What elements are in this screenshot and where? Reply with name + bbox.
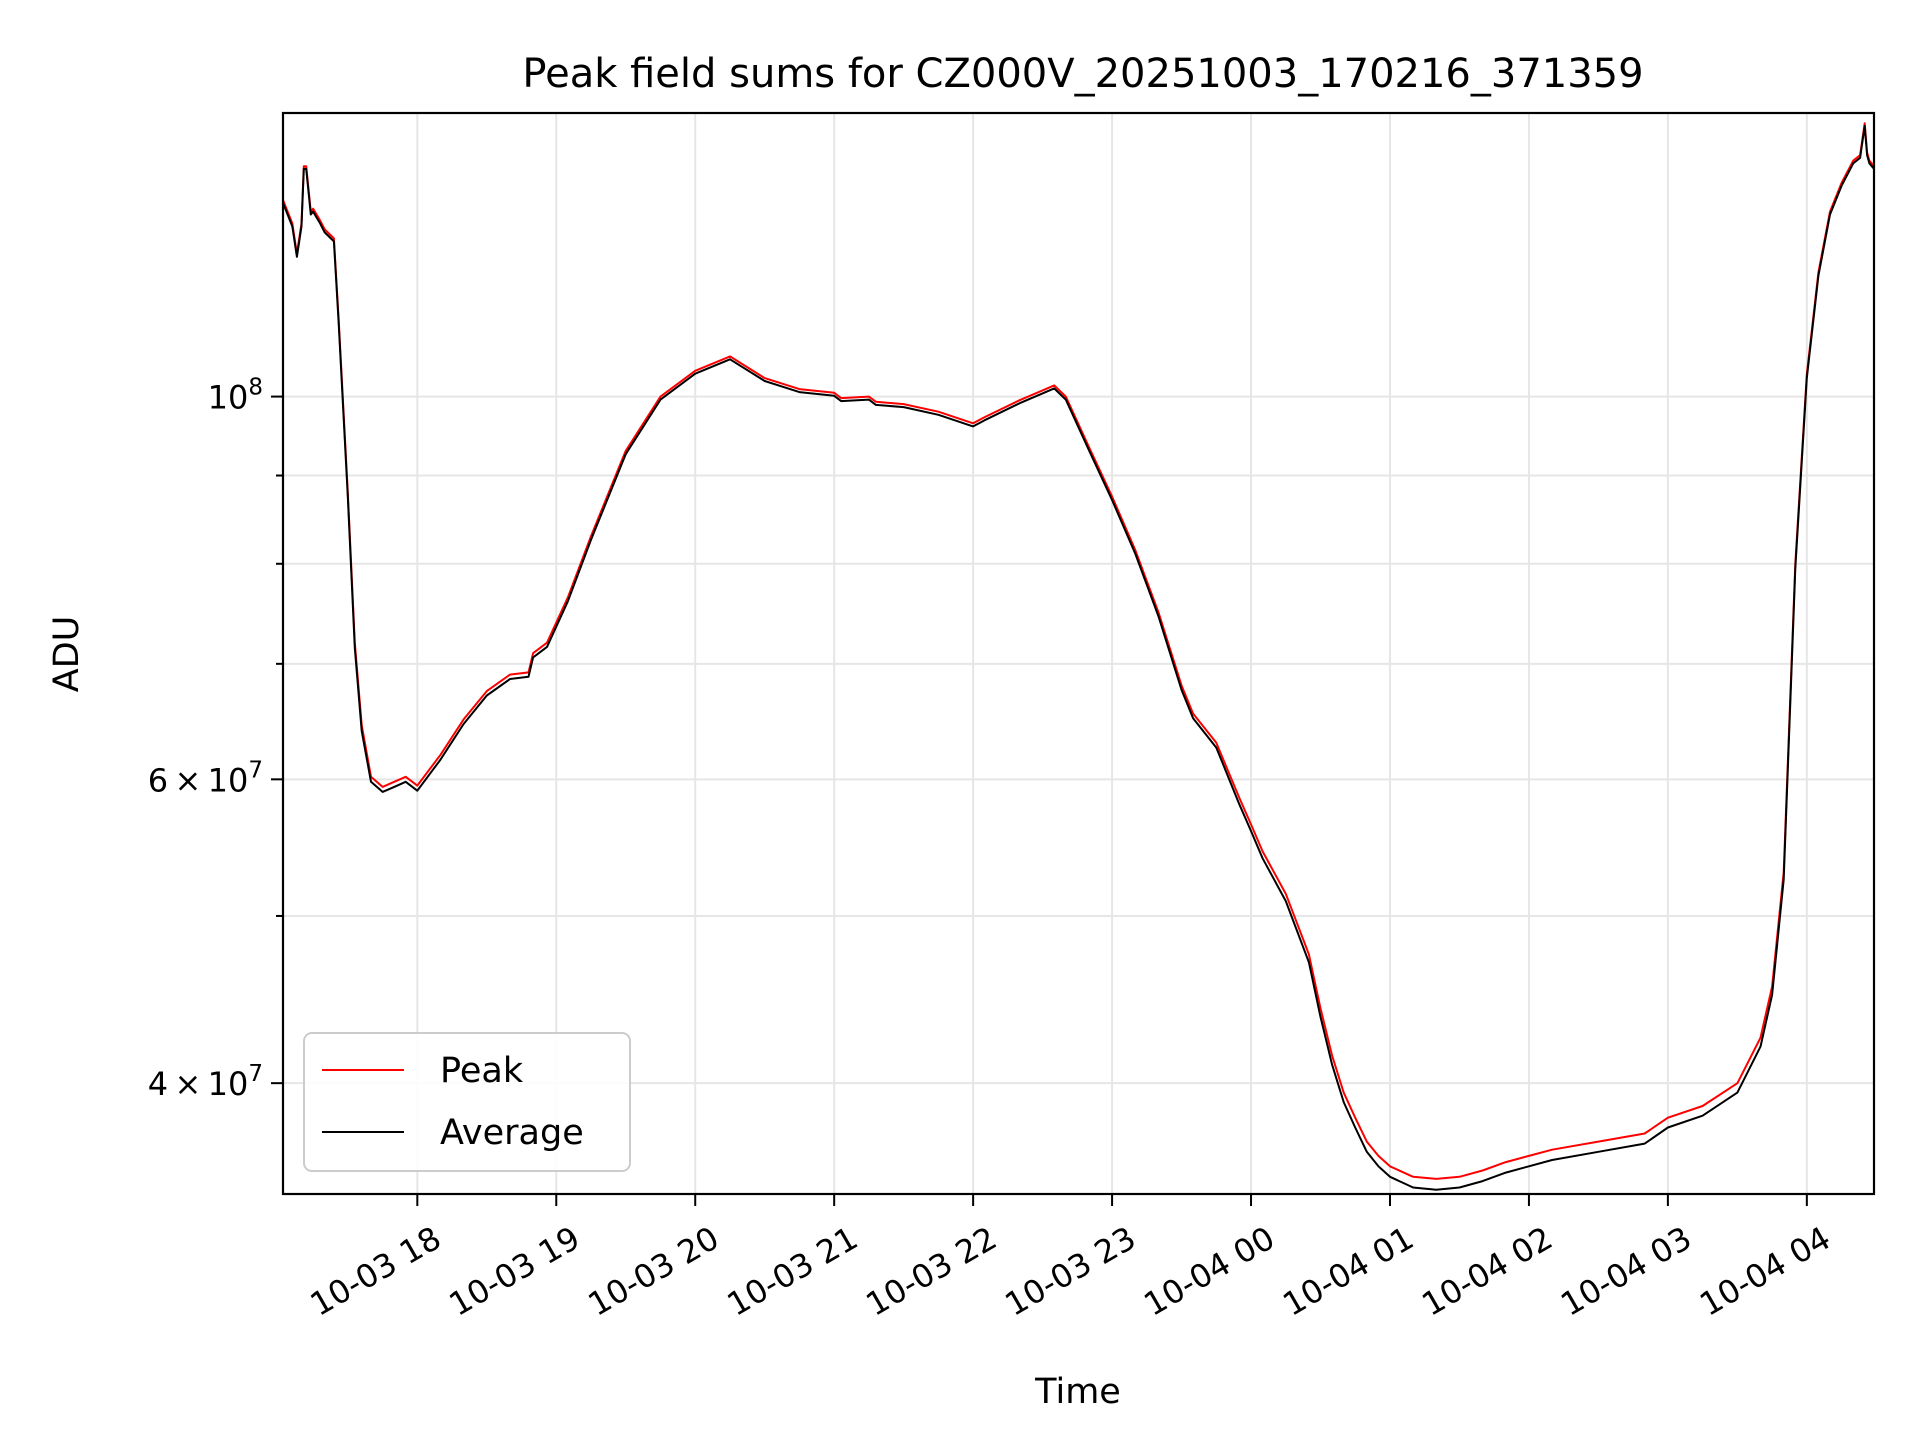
y-tick-labels: 4 × 107 6 × 107 108 — [148, 375, 263, 1104]
chart-title: Peak field sums for CZ000V_20251003_1702… — [522, 51, 1643, 97]
series-line-average — [282, 124, 1875, 1191]
plot-frame — [281, 111, 1876, 1196]
legend-label-average: Average — [440, 1113, 584, 1153]
axis-ticks — [271, 395, 1808, 1206]
series-lines — [282, 122, 1875, 1191]
y-tick-label: 6 × 107 — [148, 757, 263, 799]
legend-label-peak: Peak — [440, 1051, 524, 1091]
y-tick-label: 4 × 107 — [148, 1061, 263, 1103]
legend: Peak Average — [303, 1032, 631, 1172]
y-axis-label: ADU — [47, 616, 87, 693]
x-axis-label: Time — [1034, 1372, 1121, 1412]
y-tick-label: 108 — [208, 375, 263, 417]
legend-box — [303, 1032, 631, 1172]
